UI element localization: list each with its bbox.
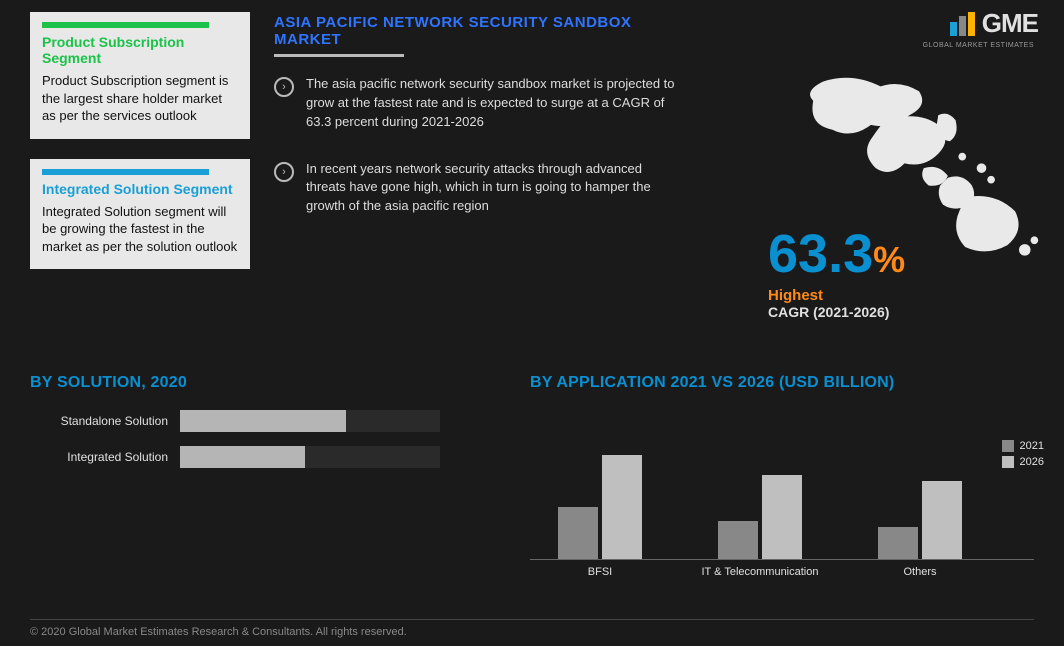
hbar-track xyxy=(180,410,440,432)
bar-group xyxy=(710,475,810,559)
page-container: Product Subscription Segment Product Sub… xyxy=(0,0,1064,646)
section-title: BY APPLICATION 2021 VS 2026 (USD BILLION… xyxy=(530,374,1034,392)
cagr-value: 63.3 xyxy=(768,224,873,284)
bar xyxy=(558,507,598,559)
hbar-row: Standalone Solution xyxy=(30,410,490,432)
bottom-row: BY SOLUTION, 2020 Standalone Solution Int… xyxy=(30,374,1034,582)
cagr-block: 63.3% Highest CAGR (2021-2026) xyxy=(768,227,905,320)
card-body: Product Subscription segment is the larg… xyxy=(42,72,238,125)
grouped-bar-chart xyxy=(530,410,1034,560)
top-row: Product Subscription Segment Product Sub… xyxy=(30,12,1034,362)
card-integrated-solution: Integrated Solution Segment Integrated S… xyxy=(30,159,250,270)
logo-subtext: GLOBAL MARKET ESTIMATES xyxy=(923,42,1034,49)
application-chart-panel: BY APPLICATION 2021 VS 2026 (USD BILLION… xyxy=(530,374,1034,582)
section-title: BY SOLUTION, 2020 xyxy=(30,374,490,392)
chevron-right-icon: › xyxy=(274,162,294,182)
hbar-track xyxy=(180,446,440,468)
bullet: › The asia pacific network security sand… xyxy=(274,75,684,132)
card-accent-bar xyxy=(42,169,209,175)
bar xyxy=(922,481,962,559)
x-label: IT & Telecommunication xyxy=(700,566,820,578)
card-title: Integrated Solution Segment xyxy=(42,181,238,197)
bar xyxy=(878,527,918,559)
bar xyxy=(762,475,802,559)
cagr-label-highest: Highest xyxy=(768,287,905,304)
card-accent-bar xyxy=(42,22,209,28)
legend: 2021 2026 xyxy=(1002,440,1044,472)
bar-group xyxy=(550,455,650,559)
logo: GME xyxy=(950,8,1038,39)
bullet-text: The asia pacific network security sandbo… xyxy=(306,75,684,132)
page-title: ASIA PACIFIC NETWORK SECURITY SANDBOX MA… xyxy=(274,14,684,48)
bar-group xyxy=(870,481,970,559)
x-label: BFSI xyxy=(540,566,660,578)
hbar-row: Integrated Solution xyxy=(30,446,490,468)
legend-label: 2026 xyxy=(1020,456,1044,468)
legend-item: 2021 xyxy=(1002,440,1044,452)
hbar-fill xyxy=(180,410,346,432)
hbar-fill xyxy=(180,446,305,468)
hbar-chart: Standalone Solution Integrated Solution xyxy=(30,410,490,468)
legend-label: 2021 xyxy=(1020,440,1044,452)
bar xyxy=(718,521,758,559)
x-axis-labels: BFSI IT & Telecommunication Others xyxy=(530,566,1034,582)
hbar-label: Integrated Solution xyxy=(30,450,180,464)
chevron-right-icon: › xyxy=(274,77,294,97)
cagr-percent: % xyxy=(873,239,905,280)
card-body: Integrated Solution segment will be grow… xyxy=(42,203,238,256)
right-panel: GME GLOBAL MARKET ESTIMATES xyxy=(708,12,1034,362)
x-label: Others xyxy=(860,566,980,578)
legend-swatch xyxy=(1002,456,1014,468)
headline-column: ASIA PACIFIC NETWORK SECURITY SANDBOX MA… xyxy=(274,12,684,362)
cards-column: Product Subscription Segment Product Sub… xyxy=(30,12,250,362)
legend-item: 2026 xyxy=(1002,456,1044,468)
legend-swatch xyxy=(1002,440,1014,452)
bar xyxy=(602,455,642,559)
bullet: › In recent years network security attac… xyxy=(274,160,684,217)
solution-chart-panel: BY SOLUTION, 2020 Standalone Solution Int… xyxy=(30,374,490,582)
footer: © 2020 Global Market Estimates Research … xyxy=(30,619,1034,638)
title-underline xyxy=(274,54,404,57)
hbar-label: Standalone Solution xyxy=(30,414,180,428)
card-product-subscription: Product Subscription Segment Product Sub… xyxy=(30,12,250,139)
cagr-label-period: CAGR (2021-2026) xyxy=(768,304,905,320)
logo-bars-icon xyxy=(950,12,976,36)
logo-text: GME xyxy=(982,8,1038,39)
bullet-text: In recent years network security attacks… xyxy=(306,160,684,217)
card-title: Product Subscription Segment xyxy=(42,34,238,66)
